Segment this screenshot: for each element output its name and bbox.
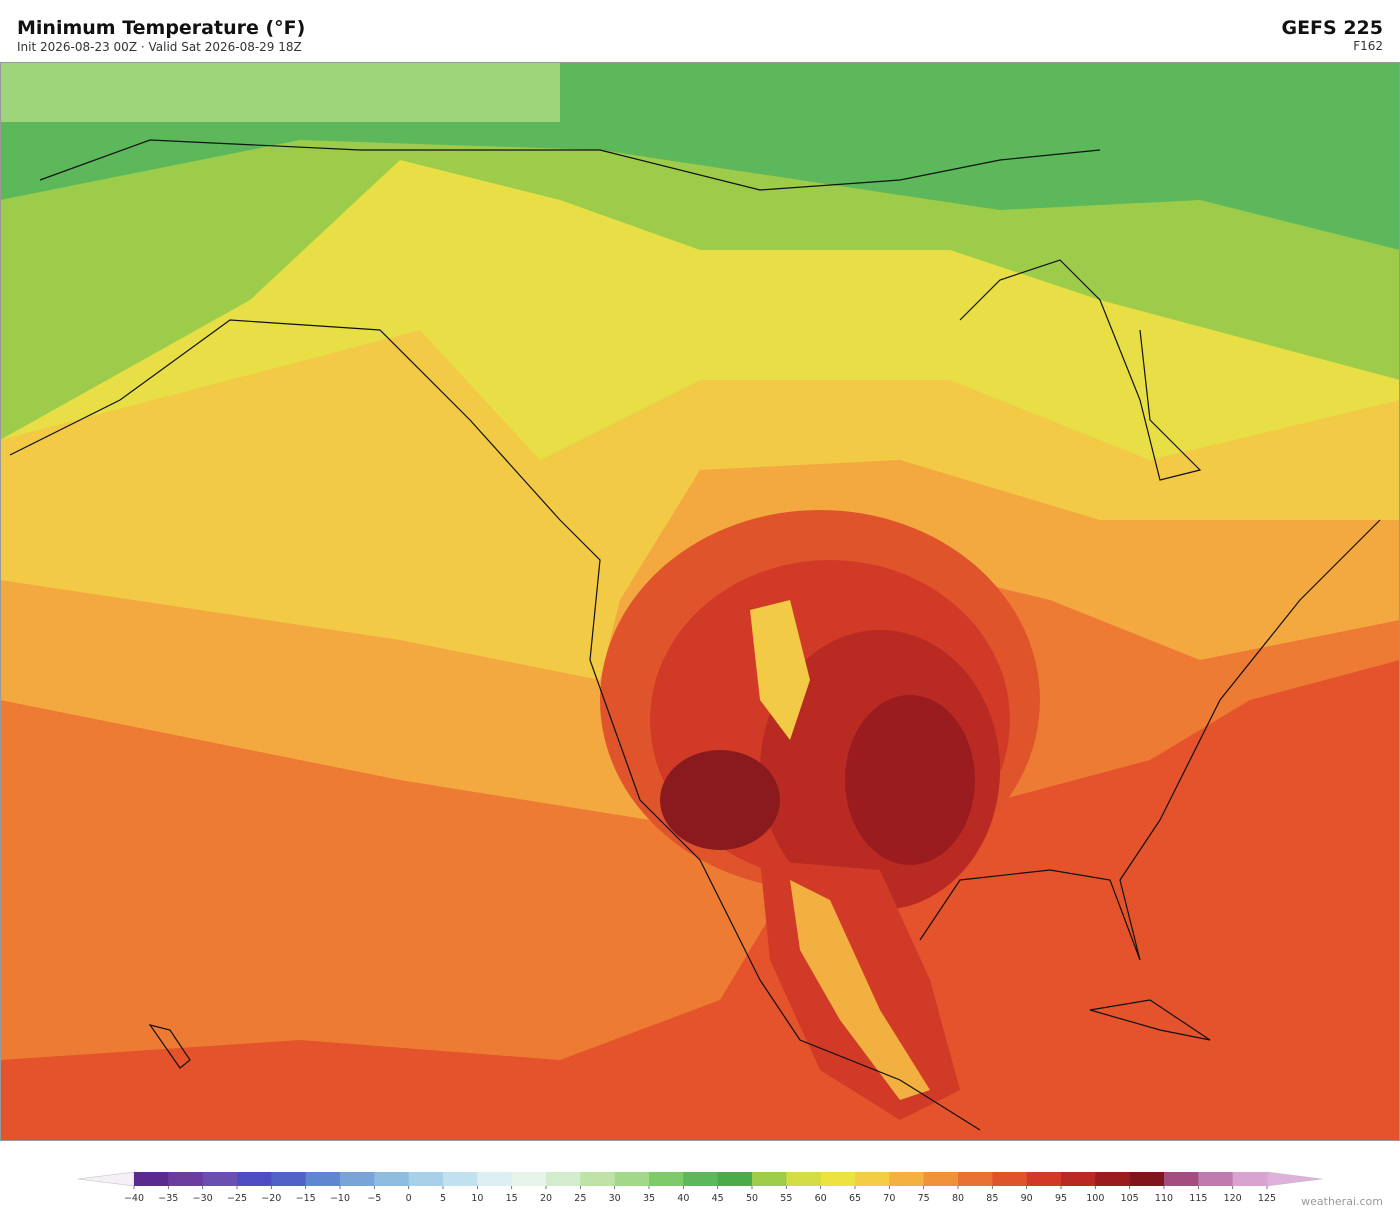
colorbar-tick-label: 100 (1086, 1193, 1104, 1204)
colorbar-segment (340, 1172, 375, 1186)
field-blob (660, 750, 780, 850)
colorbar-tick-label: 110 (1155, 1193, 1173, 1204)
colorbar-segment (855, 1172, 890, 1186)
colorbar-tick-label: −5 (367, 1193, 381, 1204)
colorbar-segment (1232, 1172, 1268, 1186)
colorbar-tick-label: −20 (261, 1193, 281, 1204)
field-band (0, 62, 560, 122)
colorbar-tick-label: 125 (1258, 1193, 1276, 1204)
colorbar-tick-label: 20 (540, 1193, 552, 1204)
model-label: GEFS 225 (1281, 17, 1383, 39)
forecast-hour: F162 (1353, 39, 1383, 53)
colorbar-segment (1026, 1172, 1062, 1186)
colorbar-segment (717, 1172, 753, 1186)
colorbar-segment (305, 1172, 341, 1186)
colorbar-segment (580, 1172, 616, 1186)
colorbar-tick-label: 80 (952, 1193, 964, 1204)
field-blob (750, 600, 810, 740)
colorbar-segment (820, 1172, 856, 1186)
colorbar-tick-label: 45 (712, 1193, 724, 1204)
colorbar-tick-label: −35 (158, 1193, 178, 1204)
colorbar-segment (511, 1172, 547, 1186)
colorbar-segment (168, 1172, 204, 1186)
colorbar-segment (202, 1172, 238, 1186)
field-blob (845, 695, 975, 865)
colorbar-tick-label: 65 (849, 1193, 861, 1204)
colorbar-segment (477, 1172, 513, 1186)
colorbar-segment (271, 1172, 307, 1186)
colorbar-segment (134, 1172, 169, 1186)
colorbar-tick-label: 50 (746, 1193, 758, 1204)
colorbar-tick-label: −10 (330, 1193, 350, 1204)
colorbar-tick-label: 0 (406, 1193, 412, 1204)
colorbar-segment (889, 1172, 925, 1186)
colorbar-extend-high (1266, 1171, 1323, 1187)
credit: weatherai.com (1301, 1195, 1383, 1208)
colorbar-tick-label: 95 (1055, 1193, 1067, 1204)
colorbar-segment (1061, 1172, 1096, 1186)
colorbar-tick-label: 30 (609, 1193, 621, 1204)
colorbar-tick-label: 70 (883, 1193, 895, 1204)
colorbar-segment (1198, 1172, 1234, 1186)
title: Minimum Temperature (°F) (17, 17, 305, 39)
colorbar-segment (1164, 1172, 1199, 1186)
colorbar-segment (752, 1172, 787, 1186)
colorbar-tick-label: 25 (574, 1193, 586, 1204)
colorbar-tick-label: −40 (124, 1193, 144, 1204)
colorbar-segment (546, 1172, 581, 1186)
colorbar: −40 −35 −30 −25 −20 −15 −10 −5 0 5 10 15 20 25 30 35 40 4… (77, 1171, 1323, 1204)
colorbar-tick-label: −15 (296, 1193, 316, 1204)
colorbar-tick-label: 5 (440, 1193, 446, 1204)
map (0, 62, 1400, 1141)
subtitle: Init 2026-08-23 00Z · Valid Sat 2026-08-… (17, 40, 302, 54)
colorbar-tick-label: −25 (227, 1193, 247, 1204)
colorbar-tick-label: 35 (643, 1193, 655, 1204)
colorbar-tick-label: −30 (193, 1193, 213, 1204)
colorbar-segment (649, 1172, 684, 1186)
colorbar-tick-label: 85 (986, 1193, 998, 1204)
colorbar-segment (614, 1172, 650, 1186)
colorbar-tick-label: 75 (918, 1193, 930, 1204)
colorbar-tick-label: 55 (780, 1193, 792, 1204)
colorbar-tick-label: 90 (1021, 1193, 1033, 1204)
colorbar-tick-label: 60 (815, 1193, 827, 1204)
colorbar-segment (237, 1172, 272, 1186)
coastlines (9, 139, 1381, 1131)
colorbar-tick-label: 10 (471, 1193, 483, 1204)
colorbar-segment (1095, 1172, 1131, 1186)
colorbar-tick-label: 15 (506, 1193, 518, 1204)
colorbar-segment (408, 1172, 444, 1186)
colorbar-segment (374, 1172, 410, 1186)
colorbar-segment (786, 1172, 822, 1186)
colorbar-segment (683, 1172, 719, 1186)
field-blob (790, 880, 930, 1100)
colorbar-tick-label: 120 (1224, 1193, 1242, 1204)
colorbar-segment (1129, 1172, 1165, 1186)
colorbar-segment (992, 1172, 1028, 1186)
colorbar-tick-label: 115 (1189, 1193, 1207, 1204)
colorbar-extend-low (77, 1171, 135, 1187)
colorbar-segment (923, 1172, 959, 1186)
colorbar-tick-label: 105 (1121, 1193, 1139, 1204)
colorbar-segment (443, 1172, 478, 1186)
colorbar-tick-label: 40 (677, 1193, 689, 1204)
colorbar-segment (958, 1172, 993, 1186)
